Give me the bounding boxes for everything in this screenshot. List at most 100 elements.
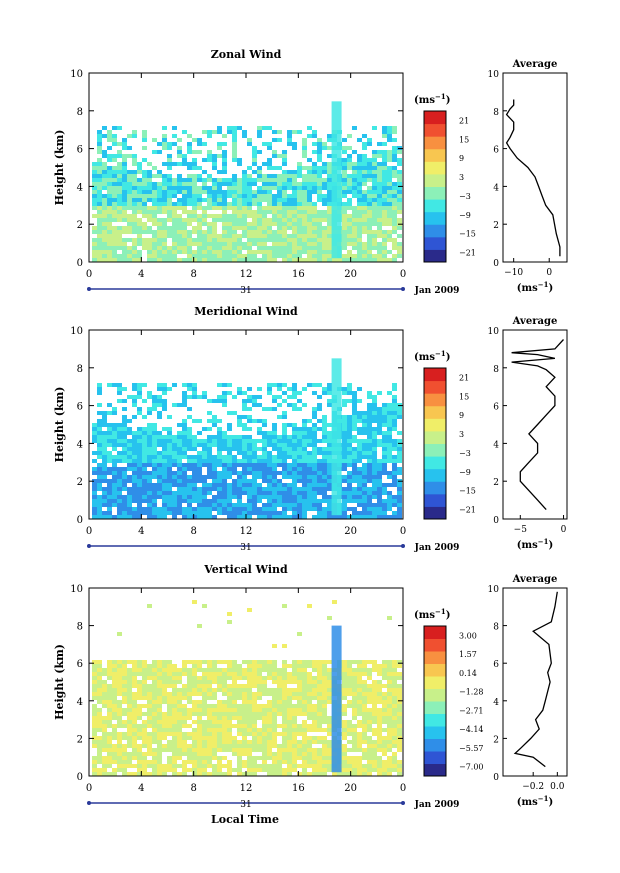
profile-y-tick-label: 10	[488, 585, 500, 595]
profile-y-tick-label: 6	[493, 403, 499, 413]
unit-close: )	[548, 797, 553, 808]
colorbar-swatch	[424, 738, 446, 752]
day-bar-end	[87, 287, 91, 291]
day-label: 31	[240, 800, 251, 810]
colorbar-tick-label: −1.28	[459, 688, 484, 697]
profile-unit: (ms−1)	[517, 794, 553, 808]
day-bar-end	[401, 287, 405, 291]
colorbar-tick-label: −7.00	[459, 763, 484, 772]
x-tick-label: 8	[190, 526, 196, 537]
y-axis-label: Height (km)	[53, 387, 66, 463]
colorbar-swatch	[424, 368, 446, 382]
profile-y-tick-label: 10	[488, 327, 500, 337]
y-tick-label: 4	[77, 697, 83, 708]
colorbar-unit: (ms−1)	[414, 349, 450, 363]
unit-close: )	[446, 95, 451, 106]
y-tick-label: 0	[77, 772, 83, 783]
colorbar-tick-label: 3.00	[459, 631, 477, 640]
y-tick-label: 10	[70, 326, 83, 337]
y-tick-label: 6	[77, 402, 83, 413]
colorbar-swatch	[424, 186, 446, 200]
unit-close: )	[446, 610, 451, 621]
unit-exponent: −1	[435, 92, 446, 101]
profile-title: Average	[512, 316, 558, 327]
colorbar-frame	[423, 367, 447, 520]
colorbar-frame	[423, 110, 447, 263]
x-tick-label: 4	[138, 783, 144, 794]
profile-title: Average	[512, 59, 558, 70]
profile-x-tick-label: −0.2	[522, 782, 544, 792]
unit-close: )	[548, 540, 553, 551]
profile-x-tick-label: 0	[561, 525, 567, 535]
x-tick-label: 12	[240, 526, 253, 537]
profile-unit: (ms−1)	[517, 537, 553, 551]
colorbar-swatch	[424, 651, 446, 664]
x-tick-label: 0	[86, 526, 92, 537]
profile-y-tick-label: 0	[493, 773, 499, 783]
profile-y-tick-label: 4	[493, 440, 499, 450]
colorbar-tick-label: −9	[459, 211, 471, 220]
y-axis-label: Height (km)	[53, 130, 66, 206]
date-label: Jan 2009	[414, 286, 460, 296]
x-tick-label: 16	[292, 269, 305, 280]
colorbar-frame	[423, 625, 447, 777]
colorbar-tick-label: −21	[459, 249, 476, 258]
y-axis-label: Height (km)	[53, 644, 66, 720]
profile-y-tick-label: 6	[493, 660, 499, 670]
colorbar-swatch	[424, 663, 446, 677]
streak	[331, 101, 342, 259]
colorbar-swatch	[424, 224, 446, 238]
y-tick-label: 6	[77, 145, 83, 156]
colorbar	[423, 625, 447, 777]
colorbar-tick-label: −15	[459, 487, 476, 496]
colorbar-swatch	[424, 701, 446, 714]
profile-y-tick-label: 2	[493, 478, 499, 488]
x-tick-label: 16	[292, 526, 305, 537]
profile-y-tick-label: 4	[493, 698, 499, 708]
colorbar-tick-label: −15	[459, 230, 476, 239]
y-tick-label: 2	[77, 220, 83, 231]
y-tick-label: 4	[77, 182, 83, 193]
colorbar-tick-label: −3	[459, 192, 471, 201]
colorbar-tick-label: 3	[459, 430, 464, 439]
panel-1: Meridional Wind 0 2 4 6 8 10 Height (km) 0 4 8 12 16…	[53, 305, 568, 553]
y-tick-label: 0	[77, 258, 83, 269]
colorbar-unit: (ms−1)	[414, 92, 450, 106]
colorbar-tick-label: −5.57	[459, 744, 484, 753]
colorbar	[423, 110, 447, 263]
colorbar-swatch	[424, 506, 446, 520]
colorbar-tick-label: 21	[459, 373, 469, 382]
colorbar-tick-label: −2.71	[459, 706, 484, 715]
colorbar-tick-label: 9	[459, 411, 464, 420]
colorbar-tick-label: −3	[459, 449, 471, 458]
colorbar-swatch	[424, 726, 446, 739]
unit-exponent: −1	[435, 349, 446, 358]
profile-y-tick-label: 2	[493, 735, 499, 745]
unit-exponent: −1	[538, 794, 549, 803]
colorbar-swatch	[424, 173, 446, 187]
day-bar-end	[87, 801, 91, 805]
colorbar-swatch	[424, 393, 446, 407]
y-tick-label: 2	[77, 734, 83, 745]
profile-y-tick-label: 10	[488, 70, 500, 80]
colorbar-swatch	[424, 688, 446, 702]
x-tick-label: 8	[190, 269, 196, 280]
colorbar-swatch	[424, 638, 446, 652]
colorbar-swatch	[424, 713, 446, 727]
colorbar-tick-label: −9	[459, 468, 471, 477]
colorbar-swatch	[424, 468, 446, 482]
x-tick-label: 20	[344, 783, 357, 794]
profile-y-tick-label: 4	[493, 183, 499, 193]
colorbar-swatch	[424, 763, 446, 777]
x-tick-label: 0	[400, 526, 406, 537]
colorbar-swatch	[424, 430, 446, 444]
profile-x-tick-label: −5	[514, 525, 528, 535]
colorbar-tick-label: 15	[459, 135, 469, 144]
panel-title: Meridional Wind	[194, 305, 298, 318]
profile-x-tick-label: 0	[546, 268, 552, 278]
profile-y-tick-label: 0	[493, 259, 499, 269]
colorbar-swatch	[424, 676, 446, 689]
profile-frame	[502, 329, 568, 520]
